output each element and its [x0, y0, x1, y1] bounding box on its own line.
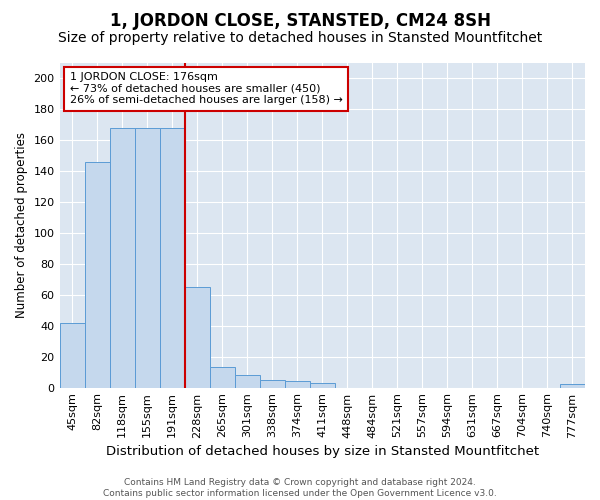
Bar	[85, 162, 110, 388]
Bar	[185, 287, 209, 388]
Bar	[59, 322, 85, 388]
Bar	[209, 368, 235, 388]
Text: 1, JORDON CLOSE, STANSTED, CM24 8SH: 1, JORDON CLOSE, STANSTED, CM24 8SH	[110, 12, 491, 30]
Y-axis label: Number of detached properties: Number of detached properties	[15, 132, 28, 318]
Bar	[260, 380, 285, 388]
Text: Contains HM Land Registry data © Crown copyright and database right 2024.
Contai: Contains HM Land Registry data © Crown c…	[103, 478, 497, 498]
Bar	[310, 383, 335, 388]
Bar	[134, 128, 160, 388]
X-axis label: Distribution of detached houses by size in Stansted Mountfitchet: Distribution of detached houses by size …	[106, 444, 539, 458]
Bar	[235, 375, 260, 388]
Bar	[160, 128, 185, 388]
Text: Size of property relative to detached houses in Stansted Mountfitchet: Size of property relative to detached ho…	[58, 31, 542, 45]
Bar	[110, 128, 134, 388]
Bar	[285, 382, 310, 388]
Bar	[560, 384, 585, 388]
Text: 1 JORDON CLOSE: 176sqm
← 73% of detached houses are smaller (450)
26% of semi-de: 1 JORDON CLOSE: 176sqm ← 73% of detached…	[70, 72, 343, 106]
